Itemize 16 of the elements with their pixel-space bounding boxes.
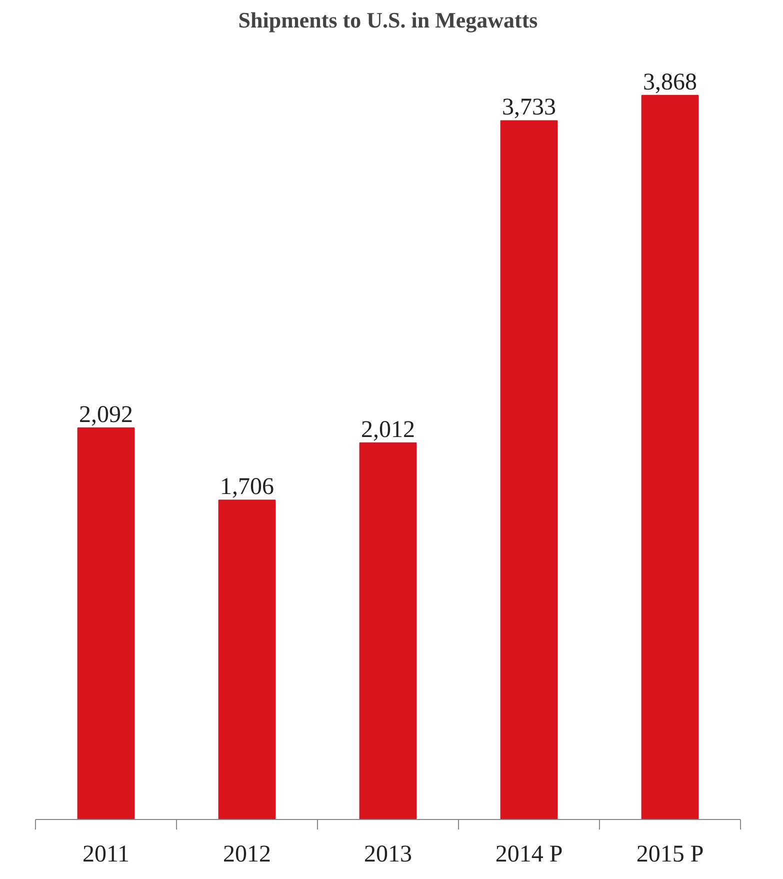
x-tick-label: 2011 (82, 842, 130, 868)
data-label: 3,868 (643, 69, 697, 96)
data-label: 2,092 (79, 402, 133, 428)
bar (77, 427, 135, 820)
bar (641, 94, 699, 820)
data-label: 2,012 (361, 416, 415, 443)
x-tick-label: 2014 P (495, 842, 563, 868)
x-tick-label: 2012 (223, 842, 271, 868)
bar (500, 120, 558, 820)
chart-title: Shipments to U.S. in Megawatts (238, 8, 538, 32)
data-label: 3,733 (502, 94, 556, 121)
data-label: 1,706 (220, 474, 274, 500)
x-tick-label: 2013 (364, 842, 412, 868)
x-tick-label: 2015 P (636, 842, 704, 868)
bar (359, 442, 417, 820)
bar (218, 500, 276, 820)
